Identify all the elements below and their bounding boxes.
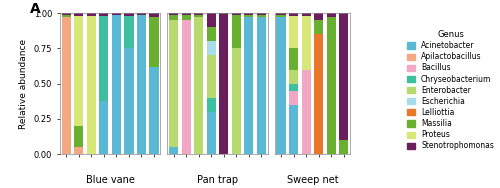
Bar: [124, 16, 134, 48]
Bar: [289, 70, 298, 84]
Bar: [326, 13, 336, 17]
Bar: [206, 13, 216, 27]
Bar: [149, 13, 158, 17]
Bar: [124, 48, 134, 154]
Bar: [74, 16, 84, 126]
Bar: [149, 67, 158, 154]
Bar: [232, 15, 241, 48]
Bar: [326, 17, 336, 154]
Bar: [276, 15, 286, 17]
Text: Sweep net: Sweep net: [286, 175, 339, 185]
Bar: [62, 17, 71, 154]
Bar: [339, 13, 348, 140]
Bar: [206, 112, 216, 154]
Bar: [112, 15, 121, 154]
Bar: [276, 17, 286, 154]
Bar: [149, 17, 158, 67]
Bar: [99, 13, 108, 16]
Bar: [219, 13, 228, 154]
Bar: [169, 13, 178, 15]
Bar: [314, 20, 324, 34]
Bar: [314, 13, 324, 20]
Bar: [302, 70, 311, 154]
Bar: [256, 17, 266, 154]
Bar: [182, 13, 191, 15]
Bar: [289, 16, 298, 48]
Bar: [74, 147, 84, 154]
Bar: [169, 147, 178, 154]
Bar: [232, 48, 241, 154]
Bar: [339, 140, 348, 154]
Bar: [289, 49, 298, 70]
Bar: [232, 13, 241, 15]
Bar: [182, 20, 191, 154]
Bar: [194, 15, 203, 17]
Bar: [169, 20, 178, 147]
Bar: [244, 13, 254, 15]
Bar: [112, 13, 121, 15]
Bar: [289, 84, 298, 91]
Bar: [256, 13, 266, 15]
Bar: [194, 17, 203, 154]
Bar: [62, 15, 71, 17]
Bar: [302, 13, 311, 16]
Bar: [62, 13, 71, 15]
Bar: [206, 98, 216, 112]
Bar: [136, 15, 146, 154]
Bar: [74, 13, 84, 16]
Bar: [276, 13, 286, 15]
Legend: Acinetobacter, Apilactobacillus, Bacillus, Chryseobacterium, Enterobacter, Esche: Acinetobacter, Apilactobacillus, Bacillu…: [405, 28, 496, 153]
Bar: [206, 41, 216, 55]
Bar: [302, 16, 311, 70]
Bar: [86, 13, 96, 16]
Bar: [244, 15, 254, 17]
Bar: [99, 101, 108, 154]
Y-axis label: Relative abundance: Relative abundance: [20, 39, 28, 129]
Bar: [244, 17, 254, 154]
Bar: [289, 105, 298, 154]
Bar: [289, 13, 298, 16]
Bar: [124, 13, 134, 16]
Bar: [169, 14, 178, 20]
Bar: [86, 16, 96, 154]
Bar: [182, 15, 191, 20]
Text: Blue vane: Blue vane: [86, 175, 134, 185]
Bar: [314, 34, 324, 154]
Bar: [206, 55, 216, 98]
Text: A: A: [30, 2, 40, 16]
Text: Pan trap: Pan trap: [197, 175, 238, 185]
Bar: [99, 16, 108, 101]
Bar: [206, 27, 216, 41]
Bar: [136, 13, 146, 15]
Bar: [74, 126, 84, 147]
Bar: [289, 91, 298, 105]
Bar: [194, 13, 203, 15]
Bar: [256, 15, 266, 17]
